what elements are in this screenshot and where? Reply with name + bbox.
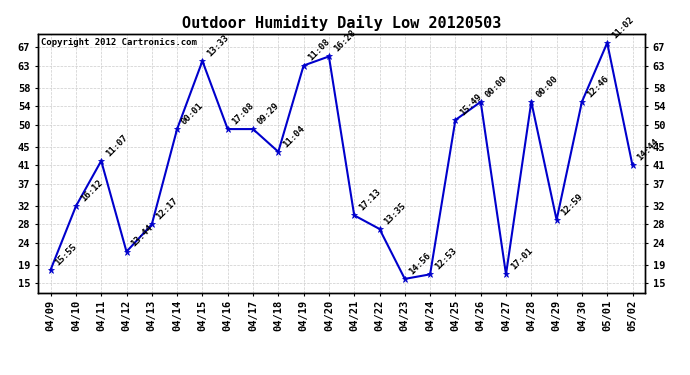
Text: 00:00: 00:00 [534,74,560,99]
Text: 15:49: 15:49 [458,92,484,117]
Text: 16:12: 16:12 [79,178,104,204]
Text: 12:53: 12:53 [433,246,458,272]
Text: 11:07: 11:07 [104,133,129,158]
Text: 12:17: 12:17 [155,196,180,222]
Text: 14:44: 14:44 [635,137,660,163]
Text: Copyright 2012 Cartronics.com: Copyright 2012 Cartronics.com [41,38,197,46]
Text: 16:28: 16:28 [332,28,357,54]
Text: 12:46: 12:46 [584,74,610,99]
Text: 11:08: 11:08 [306,38,332,63]
Text: 17:01: 17:01 [509,246,534,272]
Text: 13:44: 13:44 [129,224,155,249]
Text: 13:35: 13:35 [382,201,408,226]
Text: 11:02: 11:02 [610,15,635,40]
Text: 00:01: 00:01 [180,101,205,126]
Text: 12:59: 12:59 [560,192,584,217]
Text: 17:13: 17:13 [357,187,382,213]
Text: 14:56: 14:56 [408,251,433,276]
Text: 15:55: 15:55 [53,242,79,267]
Text: 13:33: 13:33 [205,33,230,58]
Title: Outdoor Humidity Daily Low 20120503: Outdoor Humidity Daily Low 20120503 [182,15,501,31]
Text: 11:04: 11:04 [281,124,306,149]
Text: 09:29: 09:29 [256,101,281,126]
Text: 00:00: 00:00 [484,74,509,99]
Text: 17:08: 17:08 [230,101,256,126]
